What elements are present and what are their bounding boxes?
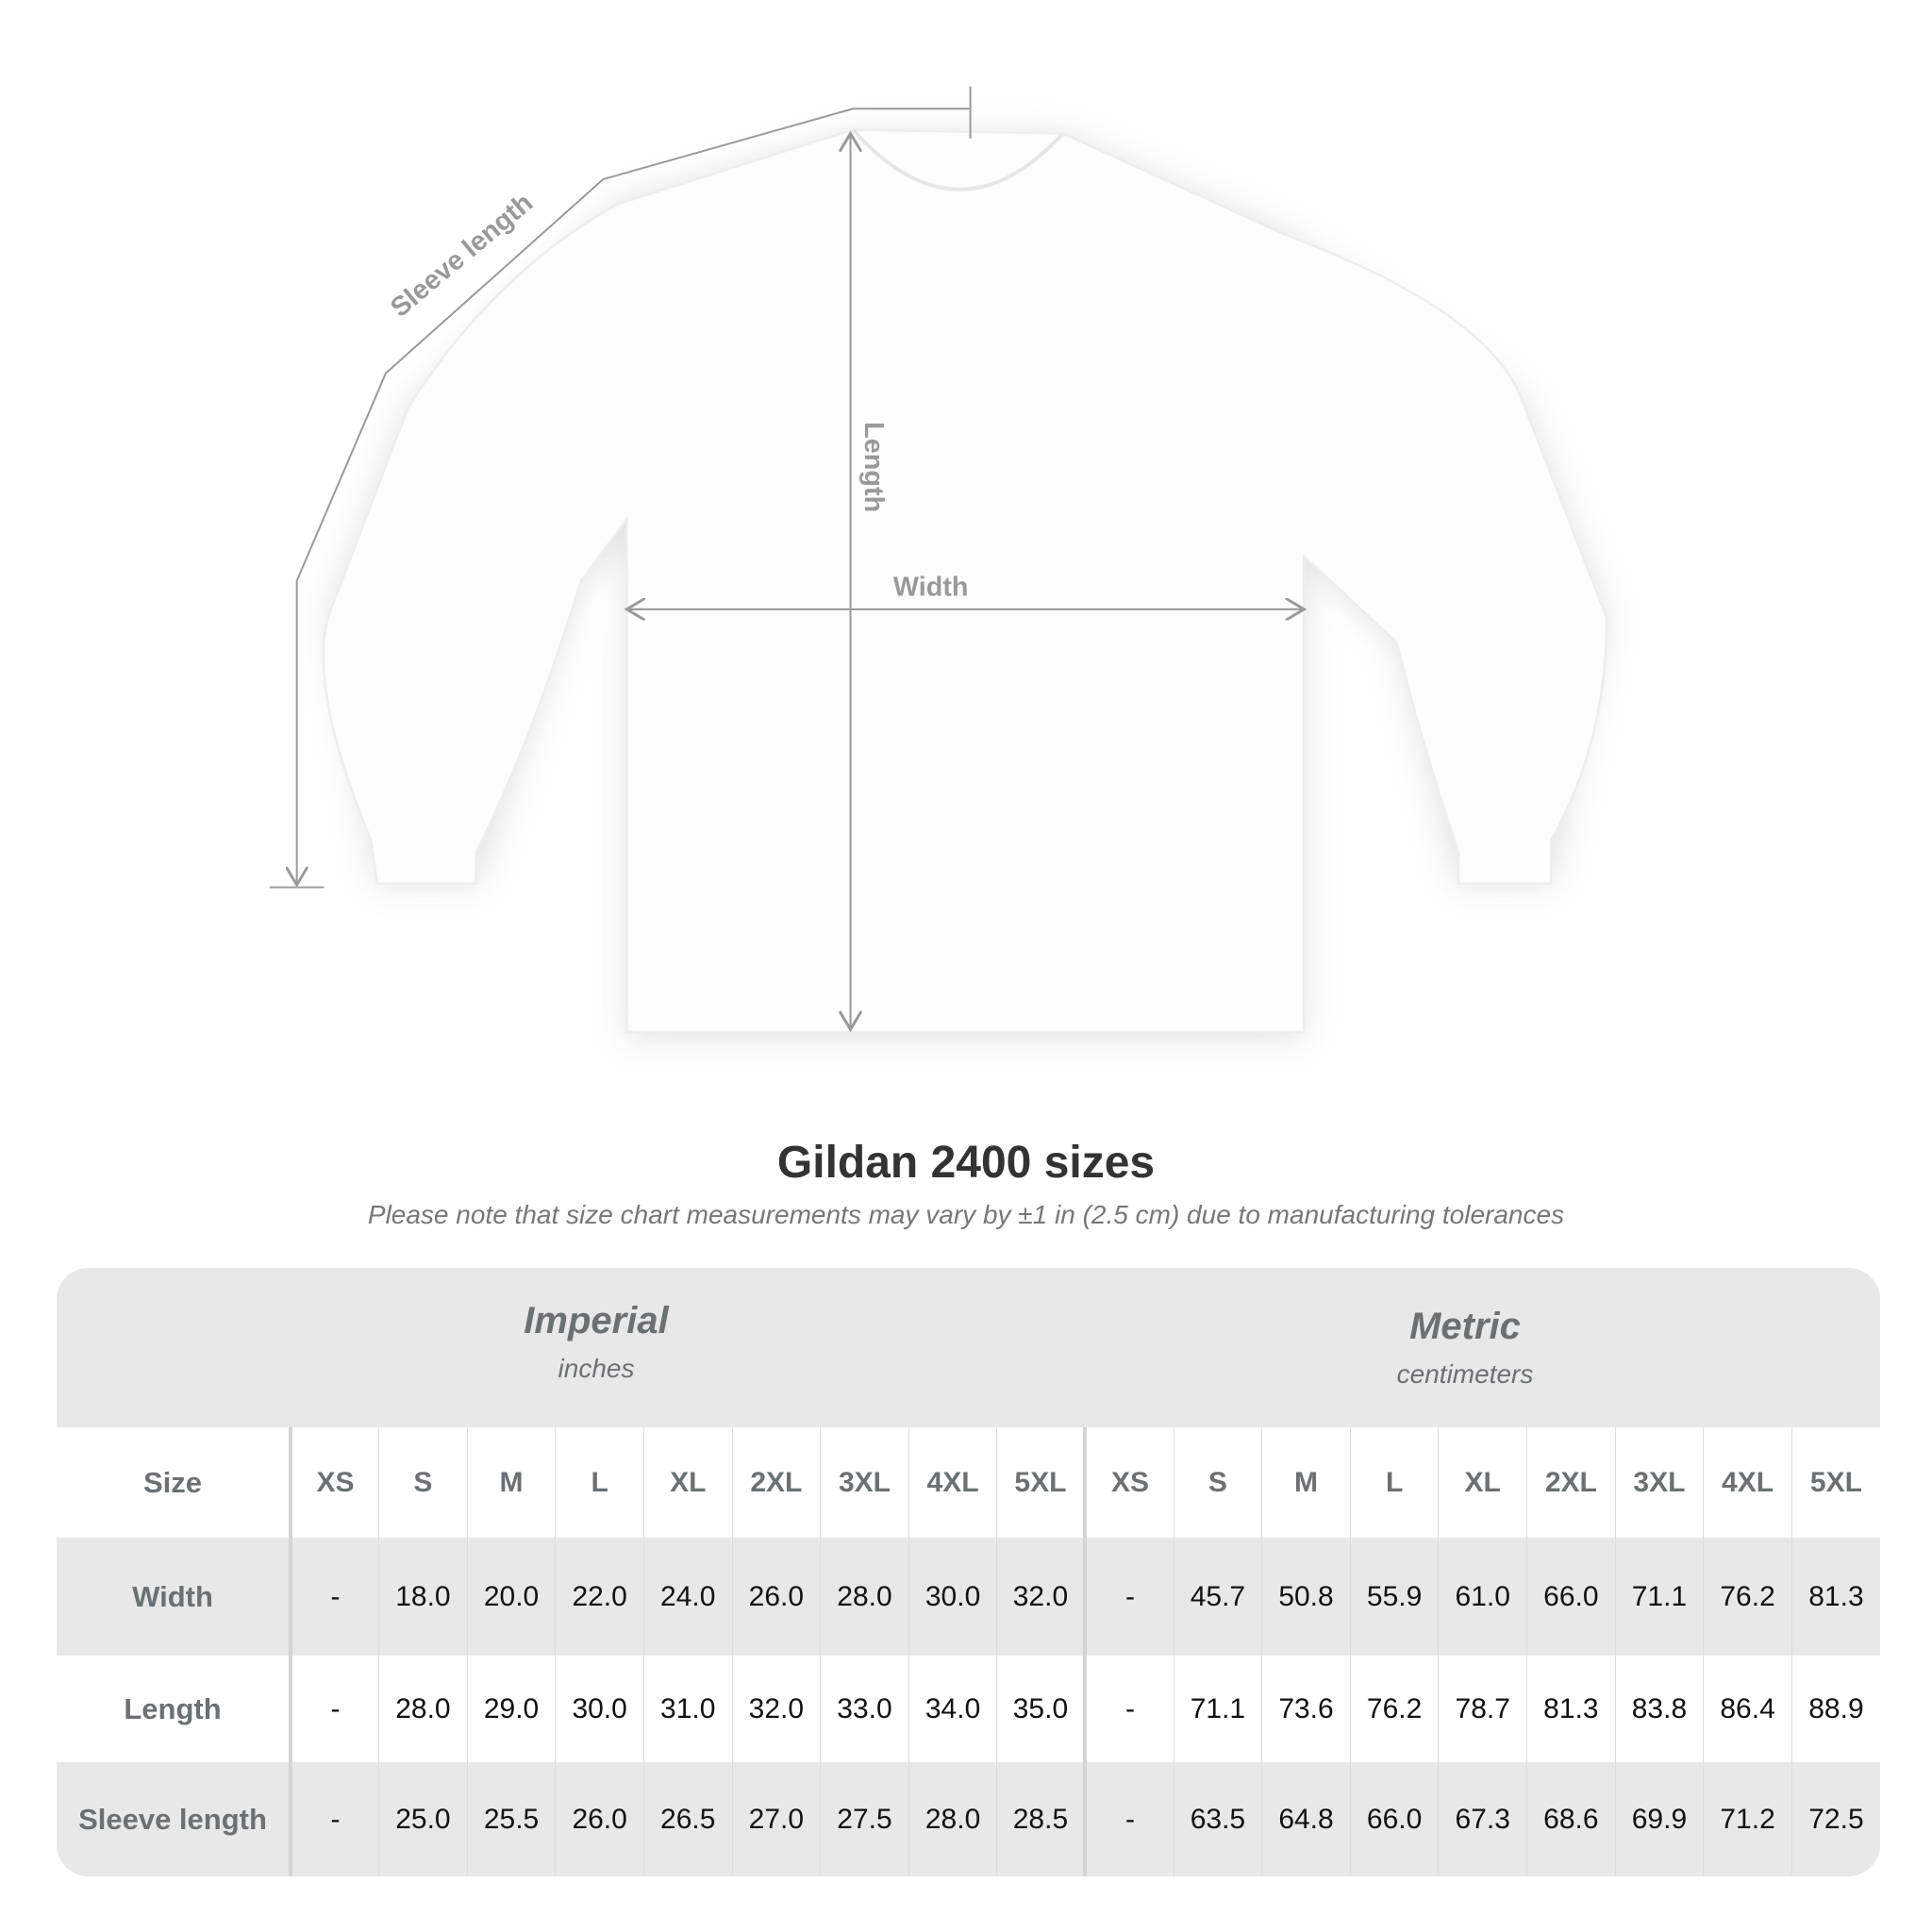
table-cell: 2XL	[1526, 1427, 1616, 1538]
collar	[851, 128, 1065, 192]
table-cell: 33.0	[820, 1656, 909, 1762]
sleeve-length-line	[269, 86, 972, 889]
table-cell: 69.9	[1614, 1762, 1704, 1876]
table-cell: 5XL	[996, 1427, 1086, 1538]
table-cell: 4XL	[1703, 1427, 1792, 1538]
table-cell: 81.3	[1526, 1656, 1616, 1762]
table-cell: 32.0	[996, 1538, 1086, 1656]
table-cell: 20.0	[466, 1538, 556, 1656]
table-cell: 73.6	[1261, 1656, 1351, 1762]
table-cell: 63.5	[1173, 1762, 1262, 1876]
table-cell: 64.8	[1261, 1762, 1351, 1876]
unit-header: Imperial inches Metric centimeters	[57, 1268, 1880, 1427]
metric-unit: centimeters	[1396, 1359, 1534, 1389]
row-label: Size	[57, 1427, 292, 1538]
table-cell: 86.4	[1703, 1656, 1792, 1762]
table-cell: 29.0	[466, 1656, 556, 1762]
table-cell: -	[1083, 1538, 1174, 1656]
table-cell: 81.3	[1790, 1538, 1880, 1656]
table-cell: 28.0	[908, 1762, 997, 1876]
shirt-body	[322, 128, 1608, 1034]
table-cell: L	[555, 1427, 644, 1538]
table-cell: 26.0	[731, 1538, 821, 1656]
metric-title: Metric	[1409, 1306, 1521, 1347]
table-cell: 2XL	[731, 1427, 821, 1538]
table-cell: -	[290, 1762, 379, 1876]
table-cell: 25.5	[466, 1762, 556, 1876]
table-cell: 27.0	[731, 1762, 821, 1876]
table-cell: 76.2	[1349, 1656, 1439, 1762]
imperial-unit: inches	[558, 1354, 635, 1383]
table-cell: 71.1	[1614, 1538, 1704, 1656]
table-cell: 45.7	[1173, 1538, 1262, 1656]
table-row-sleeve-length: Sleeve length -25.0 25.5 26.0 26.5 27.0 27.5 28…	[57, 1762, 1880, 1876]
size-table: Size XS S M L XL 2XL 3XL 4XL 5XL XS S M L XL 2XL 3XL 4XL 5…	[57, 1427, 1880, 1876]
table-cell: 50.8	[1261, 1538, 1351, 1656]
row-label: Sleeve length	[57, 1762, 292, 1876]
table-cell: 24.0	[642, 1538, 733, 1656]
row-label: Width	[57, 1538, 292, 1656]
metric-header: Metric centimeters	[1182, 1306, 1748, 1390]
table-cell: 28.0	[820, 1538, 909, 1656]
table-cell: XS	[290, 1427, 379, 1538]
size-chart-table: Imperial inches Metric centimeters Size X…	[57, 1268, 1880, 1876]
table-cell: 4XL	[908, 1427, 997, 1538]
table-row-length: Length -28.0 29.0 30.0 31.0 32.0 33.0 34.0 35.0-…	[57, 1656, 1880, 1762]
table-cell: 71.2	[1703, 1762, 1792, 1876]
table-cell: 25.0	[378, 1762, 468, 1876]
table-cell: -	[290, 1656, 379, 1762]
page-title: Gildan 2400 sizes	[776, 1138, 1156, 1188]
table-cell: 55.9	[1349, 1538, 1439, 1656]
table-cell: 28.0	[378, 1656, 468, 1762]
table-cell: L	[1349, 1427, 1439, 1538]
table-cell: 22.0	[555, 1538, 644, 1656]
width-label: Width	[893, 572, 969, 602]
table-cell: 61.0	[1438, 1538, 1527, 1656]
table-cell: 78.7	[1438, 1656, 1527, 1762]
table-cell: 67.3	[1438, 1762, 1527, 1876]
table-cell: 66.0	[1349, 1762, 1439, 1876]
table-cell: 68.6	[1526, 1762, 1616, 1876]
table-cell: 3XL	[820, 1427, 909, 1538]
table-cell: S	[1173, 1427, 1262, 1538]
table-cell: 26.5	[642, 1762, 733, 1876]
tolerance-note: Please note that size chart measurements…	[367, 1200, 1565, 1229]
table-cell: -	[1083, 1762, 1174, 1876]
table-cell: 35.0	[996, 1656, 1086, 1762]
table-cell: 71.1	[1173, 1656, 1262, 1762]
table-cell: 3XL	[1614, 1427, 1704, 1538]
table-cell: 88.9	[1790, 1656, 1880, 1762]
table-cell: 31.0	[642, 1656, 733, 1762]
table-cell: 72.5	[1790, 1762, 1880, 1876]
table-row-width: Width -18.0 20.0 22.0 24.0 26.0 28.0 30.0 32.0-4…	[57, 1538, 1880, 1656]
table-cell: 26.0	[555, 1762, 644, 1876]
table-cell: 34.0	[908, 1656, 997, 1762]
table-cell: 30.0	[908, 1538, 997, 1656]
length-label: Length	[858, 422, 889, 512]
table-cell: M	[466, 1427, 556, 1538]
table-cell: XL	[1438, 1427, 1527, 1538]
table-cell: -	[290, 1538, 379, 1656]
row-label: Length	[57, 1656, 292, 1762]
table-cell: XL	[642, 1427, 733, 1538]
table-cell: XS	[1083, 1427, 1174, 1538]
table-cell: 5XL	[1790, 1427, 1880, 1538]
table-cell: 18.0	[378, 1538, 468, 1656]
imperial-title: Imperial	[524, 1300, 669, 1341]
table-cell: 83.8	[1614, 1656, 1704, 1762]
table-cell: 30.0	[555, 1656, 644, 1762]
imperial-header: Imperial inches	[313, 1300, 879, 1384]
table-cell: M	[1261, 1427, 1351, 1538]
shirt-measurement-diagram: Sleeve length Length Width	[269, 86, 1608, 1039]
table-cell: 76.2	[1703, 1538, 1792, 1656]
table-cell: 66.0	[1526, 1538, 1616, 1656]
size-header-row: Size XS S M L XL 2XL 3XL 4XL 5XL XS S M L XL 2XL 3XL 4XL 5…	[57, 1427, 1880, 1538]
table-cell: S	[378, 1427, 468, 1538]
table-cell: 32.0	[731, 1656, 821, 1762]
table-cell: -	[1083, 1656, 1174, 1762]
table-cell: 27.5	[820, 1762, 909, 1876]
table-cell: 28.5	[996, 1762, 1086, 1876]
